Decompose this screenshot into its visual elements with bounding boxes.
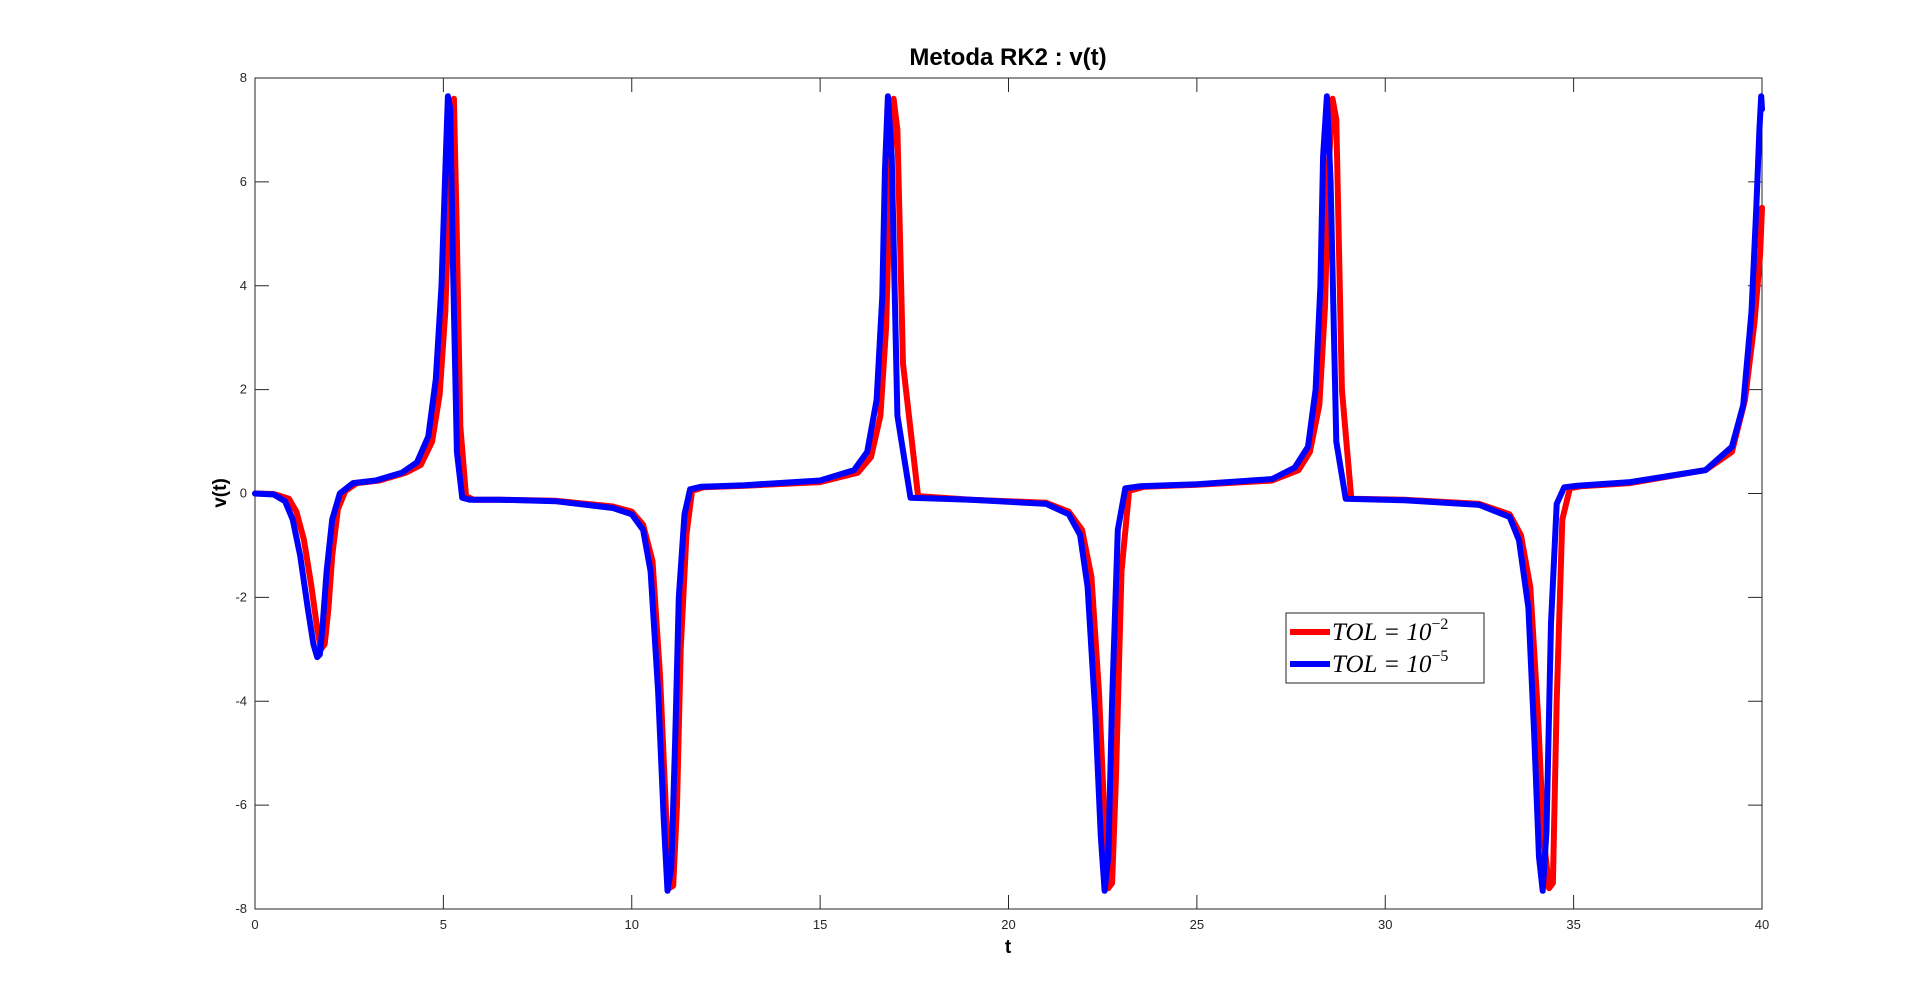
x-tick-label: 0 (251, 917, 258, 932)
x-tick-label: 10 (625, 917, 639, 932)
y-tick-label: 4 (240, 278, 247, 293)
series-layer (252, 93, 1765, 894)
y-axis-label: v(t) (210, 478, 231, 508)
y-tick-label: 8 (240, 70, 247, 85)
x-tick-label: 30 (1378, 917, 1392, 932)
x-tick-label: 15 (813, 917, 827, 932)
legend: TOL = 10−2 TOL = 10−5 (1285, 612, 1485, 684)
legend-label-tol2: TOL = 10−2 (1332, 616, 1448, 646)
y-tick-label: 0 (240, 486, 247, 501)
y-tick-label: 6 (240, 174, 247, 189)
y-tick-label: -4 (235, 693, 247, 708)
x-tick-label: 20 (1001, 917, 1015, 932)
legend-label-tol5: TOL = 10−5 (1332, 648, 1448, 678)
legend-box (1285, 612, 1485, 684)
axis-ticks: 0 5 10 15 20 25 30 35 40 -8 -6 -4 -2 0 2 4 6 8 (235, 70, 1769, 932)
y-tick-label: -2 (235, 589, 247, 604)
x-tick-label: 5 (440, 917, 447, 932)
y-tick-label: -6 (235, 797, 247, 812)
x-tick-label: 25 (1190, 917, 1204, 932)
x-tick-label: 35 (1566, 917, 1580, 932)
y-tick-label: 2 (240, 382, 247, 397)
y-tick-label: -8 (235, 901, 247, 916)
series-line-tol-1e-5 (252, 93, 1765, 894)
x-axis-label: t (1005, 937, 1012, 958)
x-tick-label: 40 (1755, 917, 1769, 932)
chart-title: Metoda RK2 : v(t) (909, 44, 1106, 71)
